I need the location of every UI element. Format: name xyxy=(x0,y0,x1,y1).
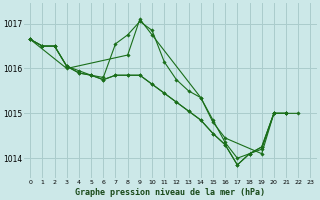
X-axis label: Graphe pression niveau de la mer (hPa): Graphe pression niveau de la mer (hPa) xyxy=(75,188,265,197)
